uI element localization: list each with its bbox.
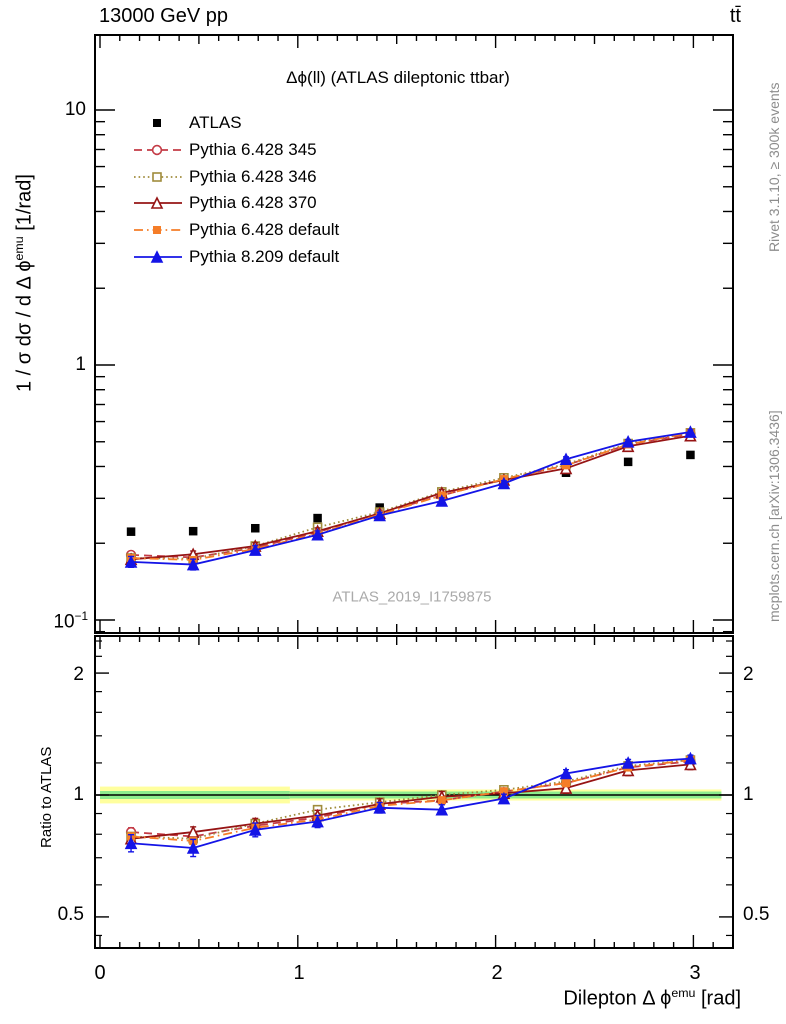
ratio-ytick-1-left: 1 <box>73 784 84 805</box>
xtick-1: 1 <box>293 962 305 984</box>
legend-item-pythia-6-428-default: Pythia 6.428 default <box>133 220 340 239</box>
rivet-version-note: Rivet 3.1.10, ≥ 300k events <box>766 82 782 252</box>
ratio-ytick-2-left: 2 <box>73 664 84 685</box>
series-top-pythia-6-428-346 <box>126 428 696 564</box>
legend-label: ATLAS <box>189 113 242 132</box>
mcplots-arxiv-note: mcplots.cern.ch [arXiv:1306.3436] <box>766 410 782 622</box>
plot-title: Δϕ(ll) (ATLAS dileptonic ttbar) <box>286 68 510 87</box>
legend-label: Pythia 6.428 370 <box>189 193 317 212</box>
xtick-0: 0 <box>94 962 106 984</box>
series-ratio-pythia-8-209-default <box>124 751 697 858</box>
ratio-ytick-0p5-left: 0.5 <box>57 904 84 925</box>
atlas-marker-icon <box>133 116 183 130</box>
xtick-3: 3 <box>689 962 701 984</box>
legend-label: Pythia 6.428 346 <box>189 167 317 186</box>
x-axis-title: Dilepton Δ ϕemu [rad] <box>563 986 741 1010</box>
ratio-ytick-2-right: 2 <box>743 664 754 685</box>
analysis-id-watermark: ATLAS_2019_I1759875 <box>332 588 492 606</box>
pythia-346-marker-icon <box>133 170 183 184</box>
legend-label: Pythia 6.428 345 <box>189 140 317 159</box>
legend-item-pythia-8-209-default: Pythia 8.209 default <box>133 247 340 266</box>
legend-item-pythia-6-428-370: Pythia 6.428 370 <box>133 193 317 212</box>
pythia-6-default-marker-icon <box>133 223 183 237</box>
pythia-345-marker-icon <box>133 143 183 157</box>
series-top-atlas <box>126 450 695 536</box>
series-top-pythia-8-209-default <box>124 425 697 571</box>
ytick-0p1: 10−1 <box>53 610 88 633</box>
ytick-1: 1 <box>75 354 86 375</box>
process-label: tt̄ <box>729 5 741 27</box>
xtick-2: 2 <box>491 962 503 984</box>
beam-energy-label: 13000 GeV pp <box>99 5 228 27</box>
legend-item-pythia-6-428-345: Pythia 6.428 345 <box>133 140 317 159</box>
ratio-ytick-1-right: 1 <box>743 784 754 805</box>
pythia-8-default-marker-icon <box>133 250 183 264</box>
pythia-370-marker-icon <box>133 196 183 210</box>
ytick-10: 10 <box>64 99 86 120</box>
ratio-ytick-0p5-right: 0.5 <box>743 904 770 925</box>
legend-item-pythia-6-428-346: Pythia 6.428 346 <box>133 167 317 186</box>
legend-label: Pythia 6.428 default <box>189 220 340 239</box>
series-top-pythia-6-428-370 <box>124 428 697 566</box>
legend-label: Pythia 8.209 default <box>189 247 340 266</box>
legend-item-atlas: ATLAS <box>133 113 242 132</box>
